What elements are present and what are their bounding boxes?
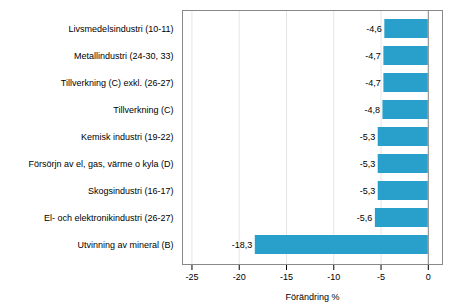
svg-text:Tillverkning (C) exkl. (26-27): Tillverkning (C) exkl. (26-27) <box>61 78 174 88</box>
svg-text:-5,3: -5,3 <box>360 186 376 196</box>
svg-text:0: 0 <box>426 272 431 282</box>
svg-text:Utvinning av mineral (B): Utvinning av mineral (B) <box>77 240 173 250</box>
svg-text:Skogsindustri (16-17): Skogsindustri (16-17) <box>88 186 174 196</box>
svg-text:Livsmedelsindustri (10-11): Livsmedelsindustri (10-11) <box>69 24 174 34</box>
svg-text:-10: -10 <box>327 272 340 282</box>
svg-text:Metallindustri (24-30, 33): Metallindustri (24-30, 33) <box>74 51 174 61</box>
svg-text:-5,3: -5,3 <box>360 132 376 142</box>
svg-text:El- och elektronikindustri (26: El- och elektronikindustri (26-27) <box>44 213 174 223</box>
svg-text:-5: -5 <box>377 272 385 282</box>
svg-text:-5,3: -5,3 <box>360 159 376 169</box>
svg-text:-25: -25 <box>185 272 198 282</box>
svg-text:-15: -15 <box>280 272 293 282</box>
svg-text:-4,7: -4,7 <box>365 78 381 88</box>
svg-text:Försörjn av el, gas, värme o k: Försörjn av el, gas, värme o kyla (D) <box>28 159 173 169</box>
svg-text:-5,6: -5,6 <box>357 213 373 223</box>
svg-text:Förändring %: Förändring % <box>285 292 339 302</box>
svg-text:-18,3: -18,3 <box>232 240 253 250</box>
svg-text:Kemisk industri (19-22): Kemisk industri (19-22) <box>81 132 174 142</box>
svg-text:Tillverkning (C): Tillverkning (C) <box>113 105 173 115</box>
svg-text:-4,8: -4,8 <box>364 105 380 115</box>
svg-text:-4,6: -4,6 <box>366 24 382 34</box>
svg-text:-4,7: -4,7 <box>365 51 381 61</box>
svg-text:-20: -20 <box>233 272 246 282</box>
